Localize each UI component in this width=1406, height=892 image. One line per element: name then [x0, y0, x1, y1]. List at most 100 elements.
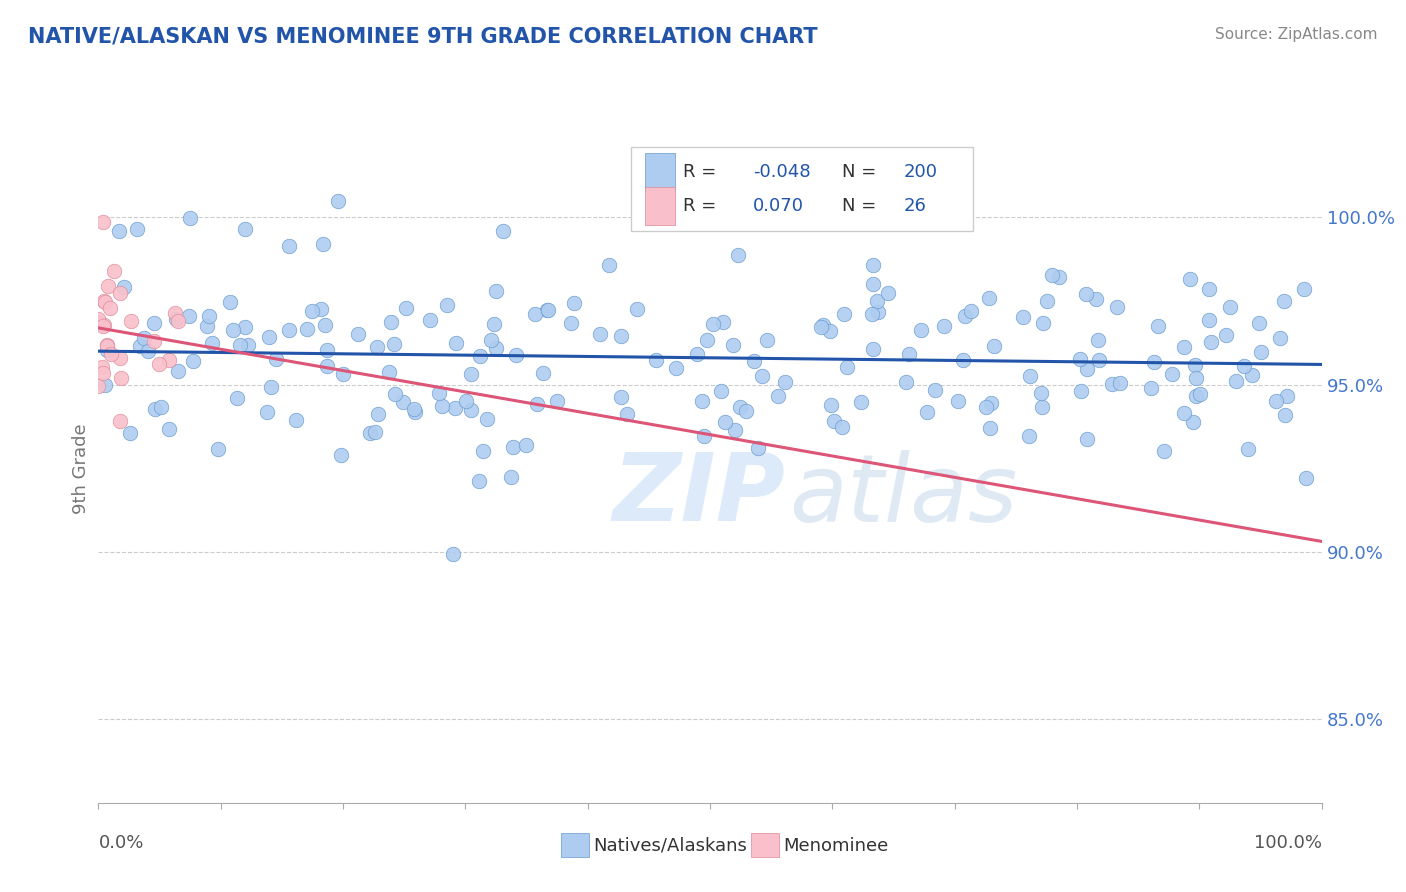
Point	[562, 296, 585, 310]
Point	[526, 397, 548, 411]
Point	[1018, 429, 1040, 443]
Point	[811, 318, 834, 332]
Point	[112, 280, 135, 294]
Point	[132, 331, 155, 345]
Point	[98, 301, 121, 316]
Point	[330, 449, 353, 463]
Point	[960, 304, 983, 318]
Point	[915, 405, 938, 419]
Point	[91, 215, 114, 229]
Text: N =: N =	[842, 163, 882, 181]
Point	[1011, 310, 1033, 325]
Point	[278, 322, 301, 336]
Point	[820, 398, 842, 412]
Point	[721, 337, 744, 351]
Point	[501, 470, 523, 484]
Point	[284, 413, 307, 427]
Point	[665, 361, 688, 376]
Point	[1084, 292, 1107, 306]
Point	[460, 368, 482, 382]
Point	[810, 319, 832, 334]
Point	[1147, 318, 1170, 333]
Point	[979, 291, 1001, 305]
Point	[1198, 282, 1220, 296]
Point	[479, 333, 502, 347]
Point	[94, 294, 117, 309]
Point	[610, 329, 633, 343]
Point	[702, 317, 724, 331]
Point	[1140, 381, 1163, 395]
Point	[616, 407, 638, 421]
Point	[536, 303, 558, 318]
Point	[1275, 389, 1298, 403]
Point	[1295, 471, 1317, 485]
Point	[832, 307, 855, 321]
Text: R =: R =	[683, 163, 723, 181]
Point	[256, 405, 278, 419]
Point	[87, 315, 110, 329]
Y-axis label: 9th Grade: 9th Grade	[72, 423, 90, 514]
Point	[1236, 442, 1258, 456]
Point	[932, 318, 955, 333]
Point	[952, 352, 974, 367]
Point	[1240, 368, 1263, 382]
Point	[696, 333, 718, 347]
Point	[735, 404, 758, 418]
Point	[157, 353, 180, 368]
Point	[364, 425, 387, 439]
Point	[537, 303, 560, 318]
Point	[1249, 316, 1271, 330]
Point	[96, 338, 118, 352]
Point	[894, 376, 917, 390]
Point	[392, 394, 415, 409]
Point	[129, 339, 152, 353]
Point	[1215, 327, 1237, 342]
Point	[471, 444, 494, 458]
Text: 0.0%: 0.0%	[98, 834, 143, 852]
Point	[301, 303, 323, 318]
Point	[835, 360, 858, 375]
FancyBboxPatch shape	[645, 153, 675, 191]
Point	[94, 378, 117, 392]
Point	[384, 387, 406, 401]
Point	[1035, 293, 1057, 308]
Point	[378, 365, 401, 379]
Point	[159, 422, 181, 436]
Point	[110, 370, 132, 384]
Point	[103, 264, 125, 278]
Point	[1074, 287, 1097, 301]
Point	[430, 399, 453, 413]
Point	[198, 310, 221, 324]
Point	[773, 375, 796, 389]
Point	[444, 335, 467, 350]
Point	[523, 307, 546, 321]
Point	[686, 347, 709, 361]
Text: Natives/Alaskans: Natives/Alaskans	[593, 837, 747, 855]
Point	[233, 222, 256, 236]
Point	[645, 353, 668, 368]
Point	[264, 352, 287, 367]
Point	[598, 258, 620, 272]
Text: R =: R =	[683, 197, 728, 215]
Point	[443, 401, 465, 416]
Text: -0.048: -0.048	[752, 163, 810, 181]
Point	[380, 315, 402, 329]
Point	[1185, 389, 1208, 403]
Point	[589, 326, 612, 341]
Point	[1143, 355, 1166, 369]
Point	[626, 302, 648, 317]
Text: NATIVE/ALASKAN VS MENOMINEE 9TH GRADE CORRELATION CHART: NATIVE/ALASKAN VS MENOMINEE 9TH GRADE CO…	[28, 27, 818, 46]
Point	[866, 293, 889, 308]
Point	[1180, 271, 1202, 285]
Point	[711, 315, 734, 329]
Point	[1070, 384, 1092, 398]
Point	[93, 293, 115, 308]
Point	[1264, 394, 1286, 409]
Point	[924, 383, 946, 397]
Point	[312, 237, 335, 252]
Point	[1040, 268, 1063, 283]
Point	[260, 380, 283, 394]
Point	[1225, 374, 1247, 388]
Point	[142, 316, 165, 330]
Point	[456, 394, 478, 409]
